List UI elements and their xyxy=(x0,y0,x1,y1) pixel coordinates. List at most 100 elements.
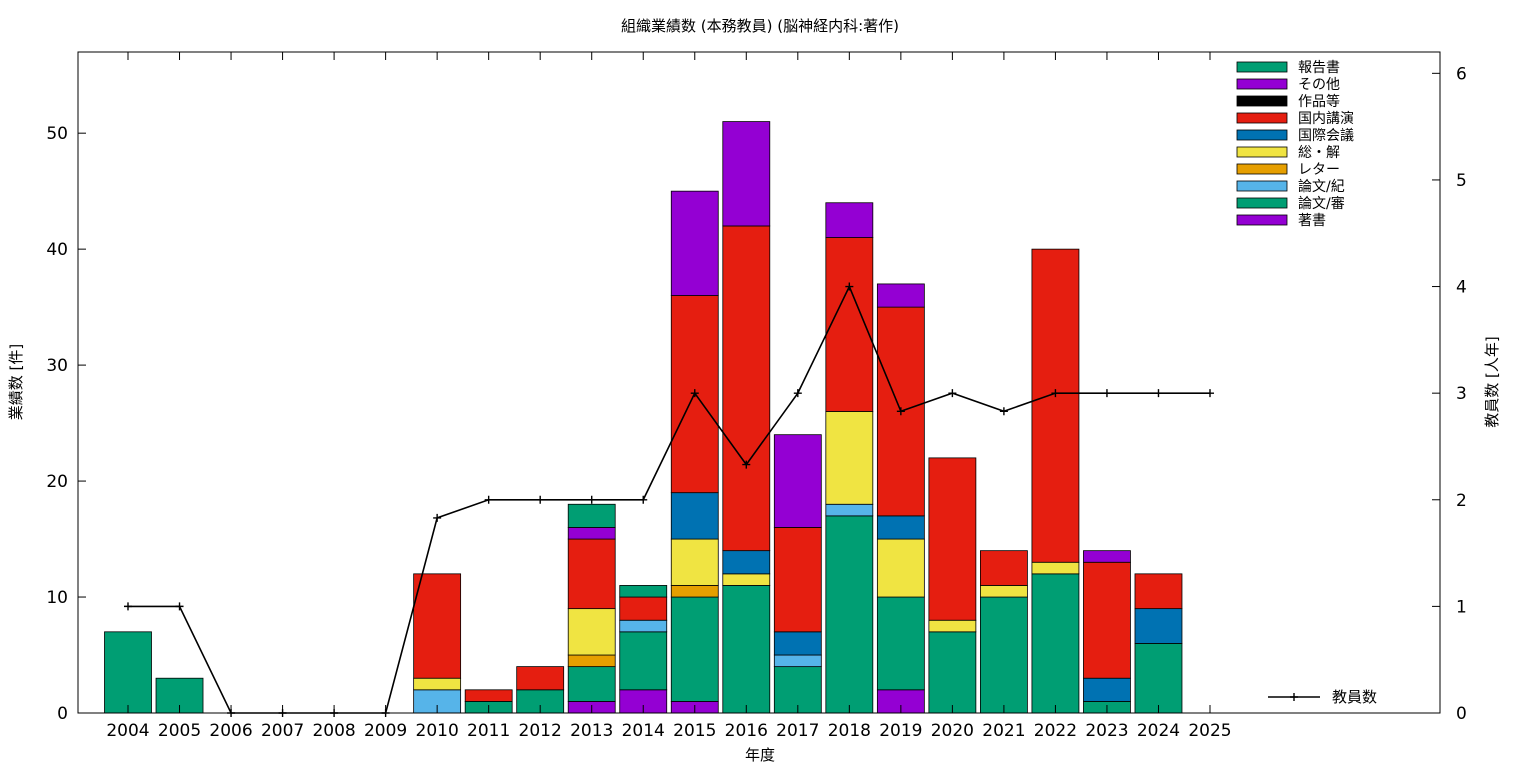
bar-segment xyxy=(670,492,719,540)
legend-line-marker xyxy=(1290,693,1298,701)
legend-swatch xyxy=(1236,129,1288,141)
legend-label: その他 xyxy=(1298,77,1340,93)
bar-segment xyxy=(670,596,719,702)
x-tick-label: 2023 xyxy=(1085,721,1128,741)
bar-segment xyxy=(567,503,616,528)
legend-label: 国内講演 xyxy=(1298,111,1354,127)
bar-segment xyxy=(567,608,616,656)
staff-line-point xyxy=(639,495,648,504)
x-tick-label: 2008 xyxy=(312,721,355,741)
staff-line-point xyxy=(536,495,545,504)
bar-segment xyxy=(980,585,1028,598)
bar-segment xyxy=(773,654,822,668)
legend-swatch xyxy=(1236,163,1288,175)
staff-line-point xyxy=(124,602,132,611)
bar-segment xyxy=(773,527,822,633)
staff-line-point xyxy=(896,407,905,416)
bar-segment xyxy=(876,538,925,598)
bar-segment xyxy=(619,619,668,633)
legend-label: 著書 xyxy=(1298,213,1326,229)
bar-segment xyxy=(980,550,1028,586)
x-tick-label: 2018 xyxy=(828,721,871,741)
staff-line-point xyxy=(1154,389,1163,398)
y-tick-label: 0 xyxy=(57,704,68,724)
legend-line-label: 教員数 xyxy=(1332,688,1377,706)
bar-segment xyxy=(104,631,152,714)
legend-label: 論文/審 xyxy=(1298,196,1345,212)
y2-axis-label: 教員数 [人年] xyxy=(1483,336,1501,427)
x-tick-label: 2012 xyxy=(519,721,562,741)
legend-swatch xyxy=(1236,61,1288,73)
x-axis-label: 年度 xyxy=(745,746,775,764)
x-tick-label: 2022 xyxy=(1034,721,1077,741)
bar-segment xyxy=(619,631,668,691)
y2-tick-label: 3 xyxy=(1456,384,1467,404)
bar-segment xyxy=(773,434,822,528)
bar-segment xyxy=(619,596,668,621)
bar-segment xyxy=(413,573,462,679)
y-tick-label: 20 xyxy=(46,472,68,492)
x-tick-label: 2021 xyxy=(982,721,1025,741)
bar-segment xyxy=(928,631,977,714)
x-tick-label: 2010 xyxy=(416,721,459,741)
bar-segment xyxy=(567,666,616,702)
bar-segment xyxy=(1134,573,1183,610)
bar-segment xyxy=(567,527,616,540)
staff-line-point xyxy=(948,389,957,398)
y2-tick-label: 5 xyxy=(1456,171,1467,191)
x-tick-label: 2005 xyxy=(158,721,201,741)
bar-segment xyxy=(567,538,616,610)
bar-segment xyxy=(670,190,719,296)
y2-tick-label: 6 xyxy=(1456,64,1467,84)
staff-line-point xyxy=(999,407,1008,416)
y-tick-label: 50 xyxy=(46,124,68,144)
x-tick-label: 2020 xyxy=(931,721,974,741)
staff-line-point xyxy=(742,460,751,469)
legend-label: 総・解 xyxy=(1298,145,1340,161)
axes-layer: 0 10 20 30 40 50 0 1 2 3 4 5 6 2004 2005 2006 2007 2008 20… xyxy=(46,52,1467,741)
bar-segment xyxy=(825,411,874,505)
legend-swatch xyxy=(1236,95,1288,107)
bar-segment xyxy=(1083,550,1131,563)
bar-segment xyxy=(722,585,771,714)
bar-segment xyxy=(773,631,822,656)
staff-line-point xyxy=(690,389,699,398)
legend-swatch xyxy=(1236,146,1288,158)
legend-label: 論文/紀 xyxy=(1298,179,1345,195)
x-tick-label: 2013 xyxy=(570,721,613,741)
bar-segment xyxy=(516,666,565,691)
bar-segment xyxy=(825,202,874,238)
staff-line-point xyxy=(484,495,493,504)
bar-segment xyxy=(1083,561,1131,679)
bar-segment xyxy=(928,457,977,621)
bar-segment xyxy=(825,503,874,517)
bar-segment xyxy=(825,515,874,714)
bar-segment xyxy=(670,585,719,598)
bar-segment xyxy=(722,121,771,227)
bar-segment xyxy=(876,596,925,691)
bar-segment xyxy=(1031,573,1080,714)
bar-segment xyxy=(928,619,977,633)
bar-segment xyxy=(567,654,616,668)
staff-line-point xyxy=(1206,389,1214,398)
bar-segment xyxy=(1083,677,1131,702)
x-tick-label: 2007 xyxy=(261,721,304,741)
legend-label: 報告書 xyxy=(1298,60,1340,76)
legend-swatch xyxy=(1236,180,1288,192)
x-tick-label: 2024 xyxy=(1137,721,1180,741)
y2-tick-label: 4 xyxy=(1456,278,1467,298)
bar-segment xyxy=(1031,248,1080,563)
staff-line-point xyxy=(1102,389,1111,398)
x-tick-label: 2016 xyxy=(725,721,768,741)
bar-segment xyxy=(722,573,771,586)
y-tick-label: 30 xyxy=(46,356,68,376)
x-tick-label: 2019 xyxy=(879,721,922,741)
y2-tick-label: 0 xyxy=(1456,704,1467,724)
y-tick-label: 40 xyxy=(46,240,68,260)
chart-title: 組織業績数 (本務教員) (脳神経内科:著作) xyxy=(621,17,899,35)
staff-line-point xyxy=(1051,389,1060,398)
x-tick-label: 2004 xyxy=(106,721,149,741)
legend-swatch xyxy=(1236,112,1288,124)
